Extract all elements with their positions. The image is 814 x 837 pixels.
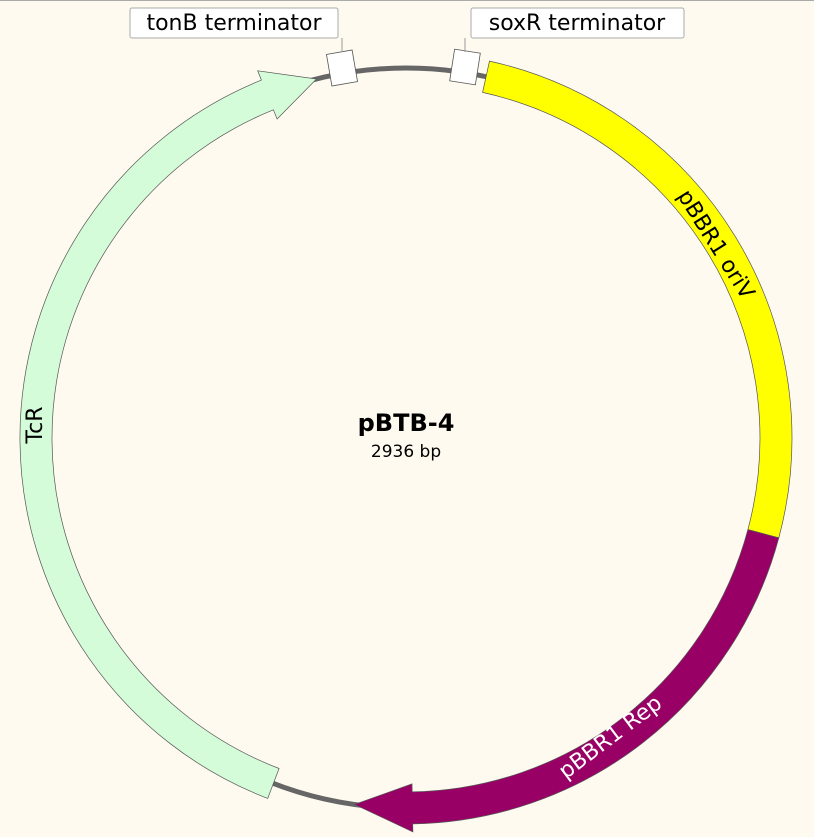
feature-label: TcR [23,406,48,444]
feature-label: pBBR1 oriV [672,185,759,303]
feature-label: pBBR1 Rep [554,691,667,785]
feature-arrow [19,70,318,799]
feature-arrow [353,529,780,833]
terminator [326,49,358,87]
plasmid-name: pBTB-4 [358,409,455,437]
feature-arc [482,60,793,539]
terminator [449,48,481,86]
label-box [129,7,339,39]
feature-label: tonB terminator [146,11,322,36]
label-box [470,7,685,39]
features [19,48,793,833]
plasmid-size: 2936 bp [371,442,441,462]
feature-label: soxR terminator [489,11,666,36]
